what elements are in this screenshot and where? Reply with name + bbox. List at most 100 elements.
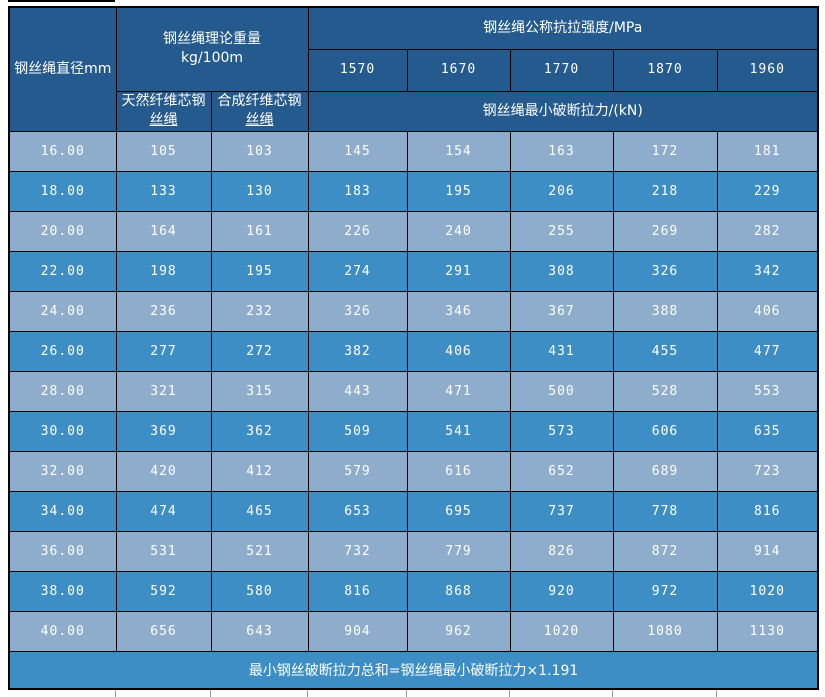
cell-diameter: 30.00 <box>8 410 117 452</box>
cell-force-1670: 471 <box>406 370 511 412</box>
cell-force-1770: 255 <box>509 210 614 252</box>
cell-weight-synthetic: 643 <box>210 610 309 652</box>
cell-force-1570: 579 <box>307 450 408 492</box>
cell-force-1960: 1130 <box>716 610 819 652</box>
cell-force-1570: 509 <box>307 410 408 452</box>
cell-weight-synthetic: 362 <box>210 410 309 452</box>
cell-force-1960: 342 <box>716 250 819 292</box>
cell-force-1670: 195 <box>406 170 511 212</box>
cell-weight-natural: 198 <box>115 250 212 292</box>
cell-force-1570: 816 <box>307 570 408 612</box>
cell-weight-natural: 164 <box>115 210 212 252</box>
header-grade-1570: 1570 <box>307 48 408 92</box>
cell-force-1670: 541 <box>406 410 511 452</box>
cell-force-1960: 553 <box>716 370 819 412</box>
cell-force-1870: 218 <box>612 170 718 212</box>
table-row: 38.00 592 580 816 868 920 972 1020 <box>8 570 819 612</box>
cell-force-1770: 163 <box>509 130 614 172</box>
top-edge-rule <box>8 0 115 2</box>
cell-force-1870: 455 <box>612 330 718 372</box>
cell-weight-natural: 531 <box>115 530 212 572</box>
cell-force-1770: 1020 <box>509 610 614 652</box>
cell-force-1960: 723 <box>716 450 819 492</box>
header-theoretical-weight: 钢丝绳理论重量 kg/100m <box>115 6 309 92</box>
footer-row: 最小钢丝破断拉力总和=钢丝绳最小破断拉力×1.191 <box>8 650 819 690</box>
cell-weight-natural: 474 <box>115 490 212 532</box>
cell-weight-synthetic: 232 <box>210 290 309 332</box>
cell-force-1570: 653 <box>307 490 408 532</box>
header-tensile-strength: 钢丝绳公称抗拉强度/MPa <box>307 6 819 50</box>
cell-force-1770: 573 <box>509 410 614 452</box>
cell-force-1870: 778 <box>612 490 718 532</box>
cell-weight-synthetic: 272 <box>210 330 309 372</box>
cell-weight-natural: 133 <box>115 170 212 212</box>
table-row: 26.00 277 272 382 406 431 455 477 <box>8 330 819 372</box>
cell-force-1870: 172 <box>612 130 718 172</box>
cell-force-1870: 872 <box>612 530 718 572</box>
table-row: 18.00 133 130 183 195 206 218 229 <box>8 170 819 212</box>
table-row: 34.00 474 465 653 695 737 778 816 <box>8 490 819 532</box>
cell-weight-synthetic: 161 <box>210 210 309 252</box>
cell-force-1770: 500 <box>509 370 614 412</box>
table-row: 20.00 164 161 226 240 255 269 282 <box>8 210 819 252</box>
header-natural-fiber-line2: 丝绳 <box>149 112 178 128</box>
cell-force-1570: 904 <box>307 610 408 652</box>
cell-weight-synthetic: 412 <box>210 450 309 492</box>
cell-diameter: 32.00 <box>8 450 117 492</box>
cell-weight-natural: 105 <box>115 130 212 172</box>
cell-force-1770: 308 <box>509 250 614 292</box>
cell-force-1670: 154 <box>406 130 511 172</box>
cell-force-1870: 1080 <box>612 610 718 652</box>
table-row: 24.00 236 232 326 346 367 388 406 <box>8 290 819 332</box>
cell-force-1670: 616 <box>406 450 511 492</box>
cell-weight-synthetic: 103 <box>210 130 309 172</box>
cell-force-1570: 145 <box>307 130 408 172</box>
header-grade-1870: 1870 <box>612 48 718 92</box>
cell-force-1670: 346 <box>406 290 511 332</box>
footer-formula: 最小钢丝破断拉力总和=钢丝绳最小破断拉力×1.191 <box>8 650 819 690</box>
cell-force-1770: 826 <box>509 530 614 572</box>
table-row: 28.00 321 315 443 471 500 528 553 <box>8 370 819 412</box>
cell-force-1570: 732 <box>307 530 408 572</box>
cell-diameter: 38.00 <box>8 570 117 612</box>
cell-force-1960: 1020 <box>716 570 819 612</box>
cell-force-1960: 282 <box>716 210 819 252</box>
cell-force-1570: 226 <box>307 210 408 252</box>
cell-force-1770: 431 <box>509 330 614 372</box>
cell-weight-natural: 321 <box>115 370 212 412</box>
cell-force-1570: 382 <box>307 330 408 372</box>
cell-force-1670: 406 <box>406 330 511 372</box>
cell-force-1770: 367 <box>509 290 614 332</box>
cell-weight-synthetic: 465 <box>210 490 309 532</box>
cell-force-1870: 689 <box>612 450 718 492</box>
cell-force-1770: 920 <box>509 570 614 612</box>
cell-force-1670: 695 <box>406 490 511 532</box>
cell-diameter: 40.00 <box>8 610 117 652</box>
header-grade-1960: 1960 <box>716 48 819 92</box>
cell-force-1960: 635 <box>716 410 819 452</box>
cell-force-1870: 528 <box>612 370 718 412</box>
cell-weight-natural: 656 <box>115 610 212 652</box>
cell-force-1960: 914 <box>716 530 819 572</box>
cell-force-1570: 326 <box>307 290 408 332</box>
cell-weight-synthetic: 521 <box>210 530 309 572</box>
header-synthetic-fiber-line1: 合成纤维芯钢 <box>217 93 302 110</box>
table-row: 40.00 656 643 904 962 1020 1080 1130 <box>8 610 819 652</box>
cell-diameter: 18.00 <box>8 170 117 212</box>
cell-diameter: 22.00 <box>8 250 117 292</box>
cell-force-1670: 291 <box>406 250 511 292</box>
table-row: 16.00 105 103 145 154 163 172 181 <box>8 130 819 172</box>
header-grade-1770: 1770 <box>509 48 614 92</box>
cell-diameter: 26.00 <box>8 330 117 372</box>
cell-force-1870: 388 <box>612 290 718 332</box>
header-synthetic-fiber-core: 合成纤维芯钢 丝绳 <box>210 90 309 132</box>
cell-force-1570: 443 <box>307 370 408 412</box>
header-natural-fiber-line1: 天然纤维芯钢 <box>121 93 206 110</box>
cell-weight-synthetic: 130 <box>210 170 309 212</box>
cell-force-1960: 816 <box>716 490 819 532</box>
cell-diameter: 36.00 <box>8 530 117 572</box>
cell-force-1770: 737 <box>509 490 614 532</box>
cell-diameter: 34.00 <box>8 490 117 532</box>
wire-rope-table: 钢丝绳直径mm 钢丝绳理论重量 kg/100m 钢丝绳公称抗拉强度/MPa 15… <box>8 6 819 690</box>
